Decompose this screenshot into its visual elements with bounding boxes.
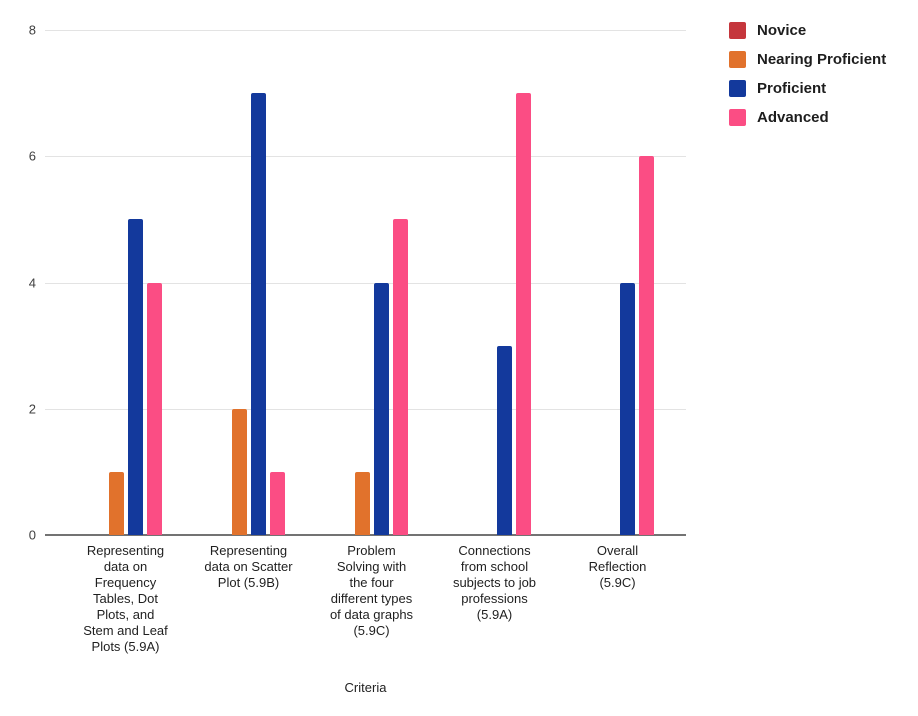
x-category-label-line: professions [461, 591, 528, 606]
legend-swatch-icon [729, 51, 746, 68]
x-axis-baseline [45, 534, 686, 536]
bar-nearing-proficient [108, 471, 124, 535]
x-category-label-line: Tables, Dot [92, 591, 159, 606]
legend-item-label: Advanced [757, 109, 829, 126]
bar-advanced [515, 93, 531, 535]
x-category-label-line: Plot (5.9B) [217, 575, 280, 590]
y-tick-label: 0 [28, 527, 36, 543]
x-axis-title: Criteria [344, 680, 387, 695]
bar-proficient [250, 93, 266, 535]
x-category-label-line: Problem [347, 543, 396, 558]
x-category-label-line: Stem and Leaf [83, 623, 168, 638]
x-category-label-line: Representing [209, 543, 288, 558]
legend-item-label: Proficient [757, 80, 827, 97]
x-category-label-line: (5.9A) [476, 607, 513, 622]
x-axis-category-labels: Representing data on Frequency Tables, Dot P… [64, 543, 679, 655]
x-category-label-line: different types [330, 591, 413, 606]
x-category-label: Overall Reflection (5.9C) [556, 543, 679, 655]
x-category-label: Connections from school subjects to job pro… [433, 543, 556, 655]
x-category-label-line: the four [349, 575, 394, 590]
bar-advanced [146, 282, 162, 535]
bar-group [310, 30, 433, 535]
x-category-label-line: data on Scatter [204, 559, 293, 574]
x-category-label-line: Frequency [94, 575, 157, 590]
plot-area [64, 30, 679, 535]
gridline [45, 156, 686, 158]
legend: Novice Nearing Proficient Proficient Advanc… [729, 22, 886, 138]
x-category-label-line: Reflection [588, 559, 647, 574]
bar-advanced [392, 219, 408, 535]
x-category-label-line: data on [103, 559, 148, 574]
x-category-label-line: from school [460, 559, 529, 574]
bar-proficient [373, 282, 389, 535]
bar-proficient [496, 345, 512, 535]
legend-item: Novice [729, 22, 886, 39]
y-tick-label: 6 [28, 148, 36, 164]
legend-swatch-icon [729, 109, 746, 126]
legend-item-label: Nearing Proficient [757, 51, 887, 68]
bar-nearing-proficient [354, 471, 370, 535]
legend-item: Proficient [729, 80, 886, 97]
bar-group [433, 30, 556, 535]
bar-proficient [619, 282, 635, 535]
x-category-label-line: Connections [458, 543, 531, 558]
legend-swatch-icon [729, 22, 746, 39]
y-tick-label: 2 [28, 401, 36, 417]
bar-group [556, 30, 679, 535]
x-category-label-line: Plots, and [96, 607, 155, 622]
gridline [45, 30, 686, 31]
legend-swatch-icon [729, 80, 746, 97]
bar-proficient [127, 219, 143, 535]
x-category-label-line: Solving with [336, 559, 407, 574]
gridline [45, 408, 686, 410]
x-category-label: Representing data on Scatter Plot (5.9B) [187, 543, 310, 655]
gridline [45, 282, 686, 284]
legend-item: Advanced [729, 109, 886, 126]
y-tick-label: 4 [28, 275, 36, 290]
x-category-label-line: of data graphs [329, 607, 414, 622]
legend-item-label: Novice [757, 22, 807, 39]
x-category-label-line: Plots (5.9A) [91, 639, 160, 654]
legend-item: Nearing Proficient [729, 51, 886, 68]
x-category-label-line: Overall [596, 543, 639, 558]
x-category-label-line: Representing [86, 543, 165, 558]
x-category-label: Representing data on Frequency Tables, Dot P… [64, 543, 187, 655]
x-category-label-line: (5.9C) [599, 575, 636, 590]
bar-advanced [269, 471, 285, 535]
bar-group [187, 30, 310, 535]
x-category-label-line: subjects to job [452, 575, 537, 590]
bar-group [64, 30, 187, 535]
x-category-label: Problem Solving with the four different typ… [310, 543, 433, 655]
bar-advanced [638, 156, 654, 535]
bar-nearing-proficient [231, 408, 247, 535]
x-category-label-line: (5.9C) [353, 623, 390, 638]
y-tick-label: 8 [28, 22, 36, 38]
